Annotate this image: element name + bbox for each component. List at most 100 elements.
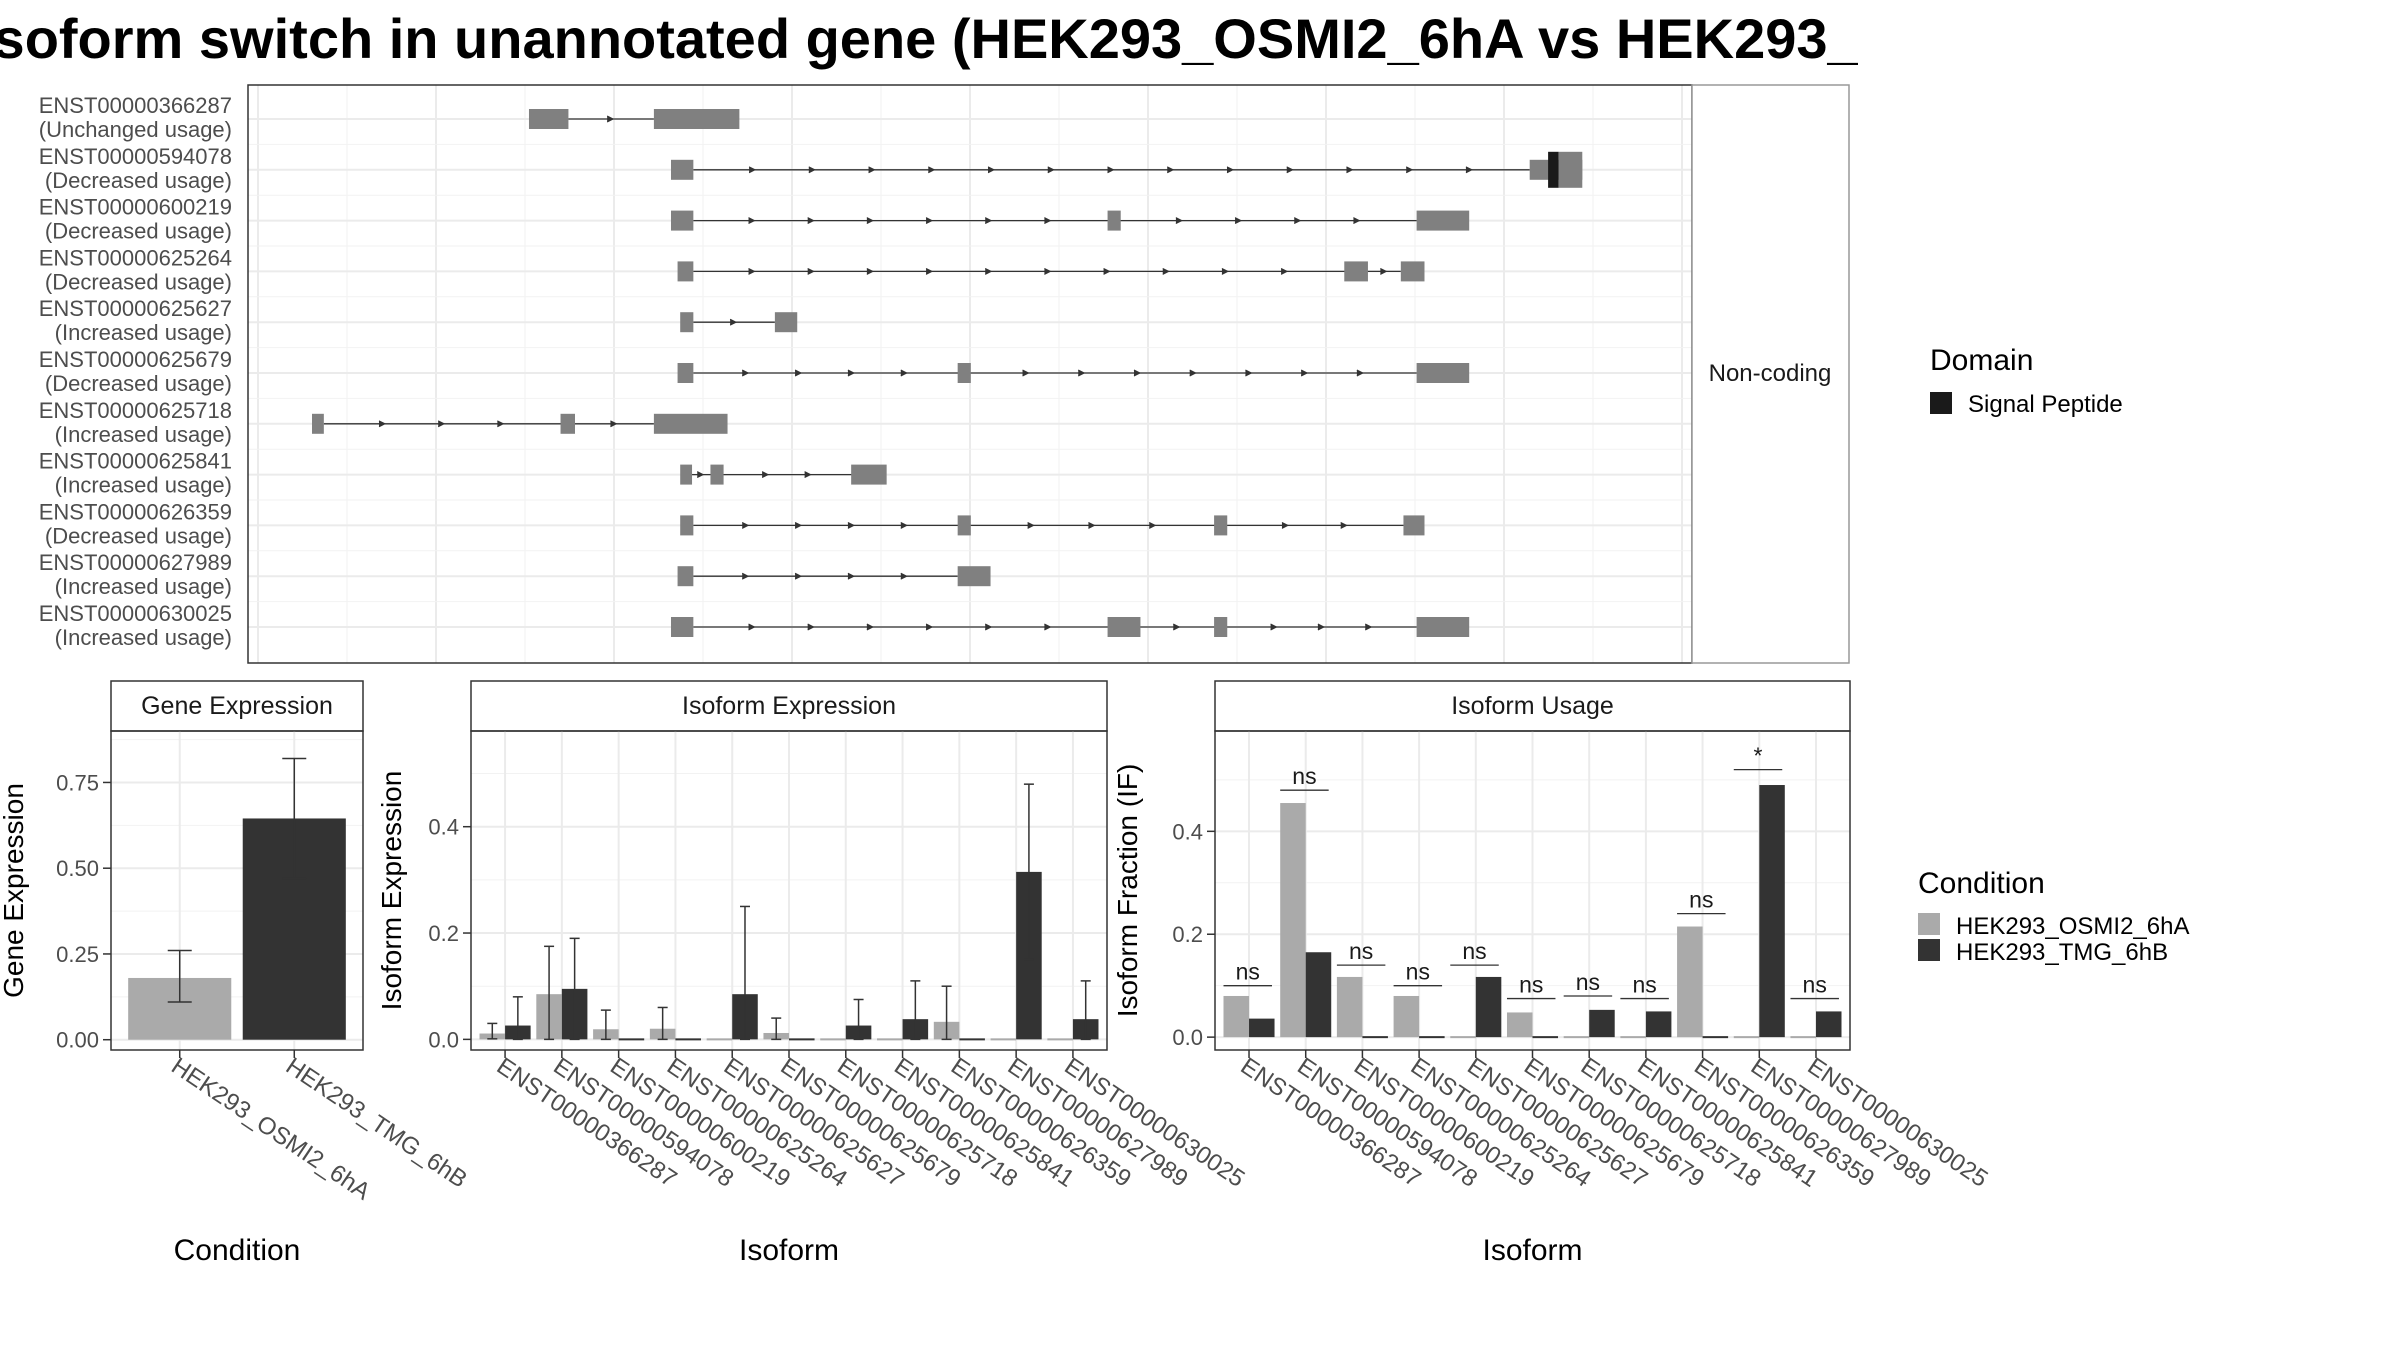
- bar-tmg: [618, 1038, 645, 1041]
- intron-arrow: [925, 267, 934, 275]
- bar-tmg: [1249, 1018, 1275, 1038]
- facet-strip: [470, 680, 1108, 732]
- intron-arrow: [808, 166, 816, 174]
- bar-osmi2: [1506, 1012, 1533, 1038]
- intron-arrow: [925, 217, 934, 225]
- chart-title: Isoform switch in unannotated gene (HEK2…: [0, 0, 1858, 80]
- y-tick-label: 0.0: [1172, 1025, 1203, 1050]
- panel-border: [110, 730, 364, 1051]
- bar-tmg: [1589, 1009, 1615, 1038]
- chart-title-text: Isoform switch in unannotated gene (HEK2…: [0, 7, 1858, 70]
- isoform-label-usage: (Increased usage): [55, 320, 232, 345]
- intron-arrow: [807, 217, 815, 225]
- bar-tmg: [1475, 976, 1502, 1038]
- y-tick-label: 0.4: [1172, 819, 1203, 844]
- bar-osmi2: [706, 1038, 733, 1041]
- intron-arrow: [1356, 369, 1364, 377]
- isoform-track: [680, 312, 798, 333]
- isoform-label-id: ENST00000594078: [39, 144, 232, 169]
- isoform-label-usage: (Decreased usage): [45, 523, 232, 548]
- exon: [1214, 617, 1228, 637]
- intron-arrow: [866, 623, 874, 631]
- intron-arrow: [868, 166, 876, 174]
- intron-arrow: [1221, 267, 1230, 275]
- isoform-label-id: ENST00000625841: [39, 449, 232, 474]
- isoform-label-usage: (Decreased usage): [45, 168, 232, 193]
- intron-arrow: [985, 623, 993, 631]
- bar-tmg: [789, 1038, 815, 1041]
- x-axis-title: Isoform: [1482, 1234, 1582, 1267]
- isoform-label-usage: (Increased usage): [55, 574, 232, 599]
- intron-arrow: [1317, 623, 1326, 631]
- isoform-label-id: ENST00000366287: [39, 93, 232, 118]
- isoform-structure-panel: ENST00000366287(Unchanged usage)ENST0000…: [39, 84, 1850, 664]
- x-tick-label: HEK293_TMG_6hB: [281, 1053, 472, 1194]
- intron-arrow: [1107, 166, 1115, 174]
- intron-arrow: [1294, 217, 1302, 225]
- isoform-label-usage: (Increased usage): [55, 422, 232, 447]
- bar-osmi2: [877, 1038, 903, 1041]
- bar-tmg: [1419, 1036, 1445, 1039]
- isoform-label-usage: (Decreased usage): [45, 269, 232, 294]
- isoform-track: [680, 464, 887, 485]
- significance-label: ns: [1689, 887, 1713, 913]
- intron-arrow: [1234, 217, 1243, 225]
- exon: [677, 363, 694, 383]
- intron-arrow: [900, 521, 908, 529]
- intron-arrow: [900, 572, 908, 580]
- intron-arrow: [1044, 217, 1052, 225]
- facet-label: Isoform Usage: [1451, 692, 1614, 720]
- isoform-label-id: ENST00000626359: [39, 499, 232, 524]
- legend-key-condition: [1918, 913, 1940, 935]
- intron-arrow: [847, 572, 856, 580]
- facet-label: Isoform Expression: [682, 692, 896, 720]
- intron-arrow: [807, 267, 815, 275]
- bar-osmi2: [820, 1038, 846, 1041]
- intron-arrow: [866, 217, 874, 225]
- panel-border: [1214, 730, 1851, 1051]
- intron-arrow: [610, 420, 618, 428]
- exon: [1416, 363, 1470, 383]
- isoform-label-id: ENST00000625264: [39, 245, 232, 270]
- intron-arrow: [985, 267, 993, 275]
- y-tick-label: 0.2: [1172, 922, 1203, 947]
- exon: [677, 261, 694, 282]
- bar-tmg: [1702, 1036, 1729, 1039]
- significance-label: ns: [1462, 938, 1486, 964]
- exon: [670, 159, 694, 180]
- panel-border: [470, 730, 1108, 1051]
- significance-label: ns: [1632, 972, 1656, 998]
- intron-arrow: [804, 471, 812, 479]
- bar-osmi2: [1733, 1036, 1760, 1039]
- isoform-track: [677, 566, 991, 587]
- isoform-label-usage: (Decreased usage): [45, 371, 232, 396]
- bar-tmg: [1532, 1036, 1559, 1039]
- exon: [670, 210, 694, 231]
- bar-tmg: [675, 1038, 701, 1041]
- intron-arrow: [606, 115, 615, 123]
- significance-label: *: [1754, 743, 1763, 769]
- isoform-label-usage: (Unchanged usage): [39, 117, 232, 142]
- y-tick-label: 0.00: [56, 1028, 99, 1053]
- intron-arrow: [1149, 521, 1157, 529]
- exon: [957, 515, 971, 536]
- intron-arrow: [1133, 369, 1142, 377]
- intron-arrow: [697, 471, 705, 479]
- intron-arrow: [748, 166, 757, 174]
- intron-arrow: [847, 369, 856, 377]
- bar-osmi2: [990, 1038, 1017, 1041]
- isoform-label-id: ENST00000625679: [39, 347, 232, 372]
- intron-arrow: [1175, 217, 1184, 225]
- intron-arrow: [497, 420, 505, 428]
- intron-arrow: [794, 521, 803, 529]
- y-tick-label: 0.2: [428, 921, 459, 946]
- y-tick-label: 0.75: [56, 770, 99, 795]
- exon: [680, 312, 694, 333]
- intron-arrow: [1346, 166, 1354, 174]
- bar-osmi2: [1280, 803, 1306, 1038]
- exon: [1344, 261, 1368, 282]
- isoform-label-usage: (Increased usage): [55, 625, 232, 650]
- significance-label: ns: [1236, 959, 1260, 985]
- intron-arrow: [928, 166, 936, 174]
- domain-exon-extension: [1558, 151, 1583, 188]
